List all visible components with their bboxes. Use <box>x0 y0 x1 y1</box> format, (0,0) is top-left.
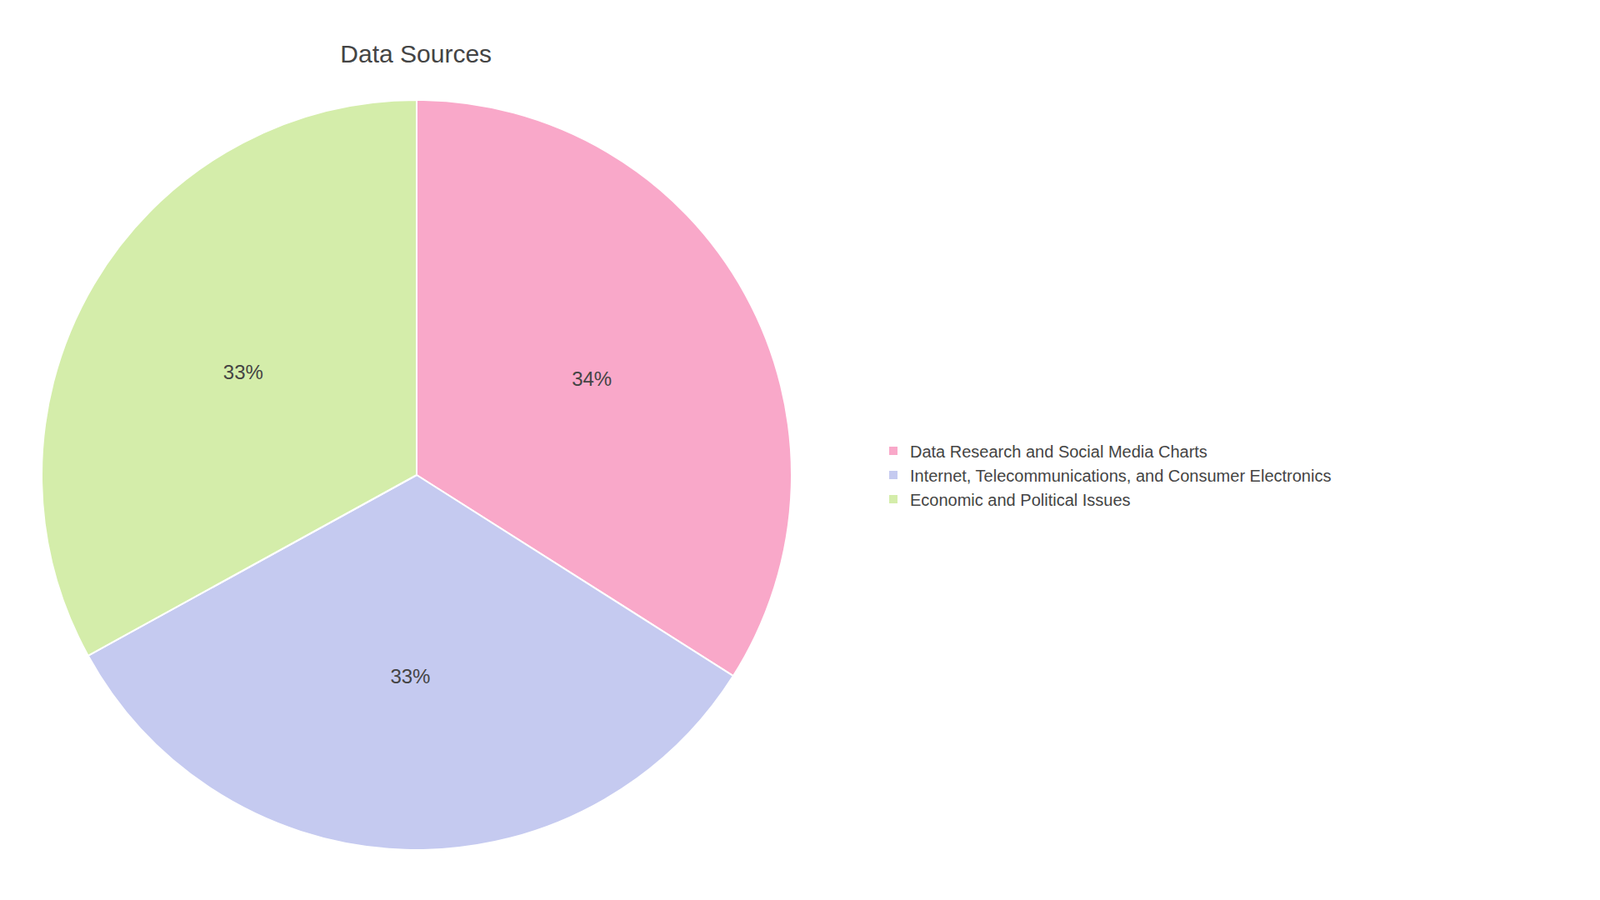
svg-text:33%: 33% <box>223 360 264 384</box>
svg-text:Data Research and Social Media: Data Research and Social Media Charts <box>910 442 1208 461</box>
svg-text:Internet, Telecommunications,: Internet, Telecommunications, and Consum… <box>910 466 1331 485</box>
svg-text:Data Sources: Data Sources <box>340 40 492 68</box>
svg-text:33%: 33% <box>390 665 430 688</box>
svg-text:Economic and Political Issues: Economic and Political Issues <box>910 490 1131 510</box>
svg-text:34%: 34% <box>571 367 612 390</box>
